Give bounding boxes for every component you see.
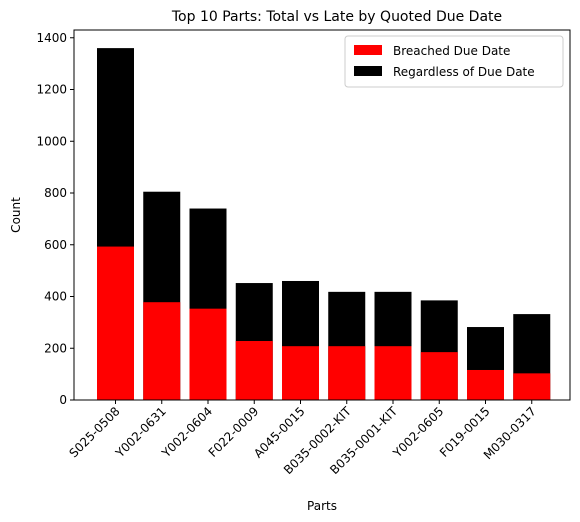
- bar-late-m030-0317: [513, 373, 551, 400]
- bars-layer: [97, 48, 551, 401]
- legend-swatch: [354, 45, 382, 55]
- y-tick-label: 600: [44, 238, 67, 252]
- bar-late-y002-0605: [420, 352, 458, 400]
- plot-frame: [73, 29, 571, 401]
- legend-label: Breached Due Date: [393, 44, 510, 58]
- chart-title: Top 10 Parts: Total vs Late by Quoted Du…: [171, 9, 502, 25]
- y-tick-label: 1400: [36, 31, 67, 45]
- bar-late-f022-0009: [235, 341, 273, 400]
- bar-late-s025-0508: [97, 246, 134, 400]
- bar-late-b035-0001-kit: [374, 346, 412, 400]
- y-tick-label: 800: [44, 186, 67, 200]
- bar-late-y002-0631: [143, 302, 181, 400]
- bar-late-a045-0015: [282, 346, 319, 400]
- bar-late-y002-0604: [189, 308, 227, 400]
- legend-box: [344, 35, 564, 88]
- bar-late-b035-0002-kit: [328, 346, 366, 400]
- y-tick-label: 1200: [36, 83, 67, 97]
- legend-swatch: [354, 66, 382, 76]
- y-tick-label: 400: [44, 290, 67, 304]
- legend: Breached Due Date Regardless of Due Date: [344, 35, 564, 88]
- y-axis-label: Count: [9, 197, 23, 233]
- bar-late-f019-0015: [467, 369, 504, 400]
- legend-label: Regardless of Due Date: [393, 65, 535, 79]
- y-tick-label: 0: [59, 393, 67, 407]
- y-tick-label: 1000: [36, 134, 67, 148]
- x-axis-label: Parts: [307, 499, 337, 513]
- y-tick-label: 200: [44, 341, 67, 355]
